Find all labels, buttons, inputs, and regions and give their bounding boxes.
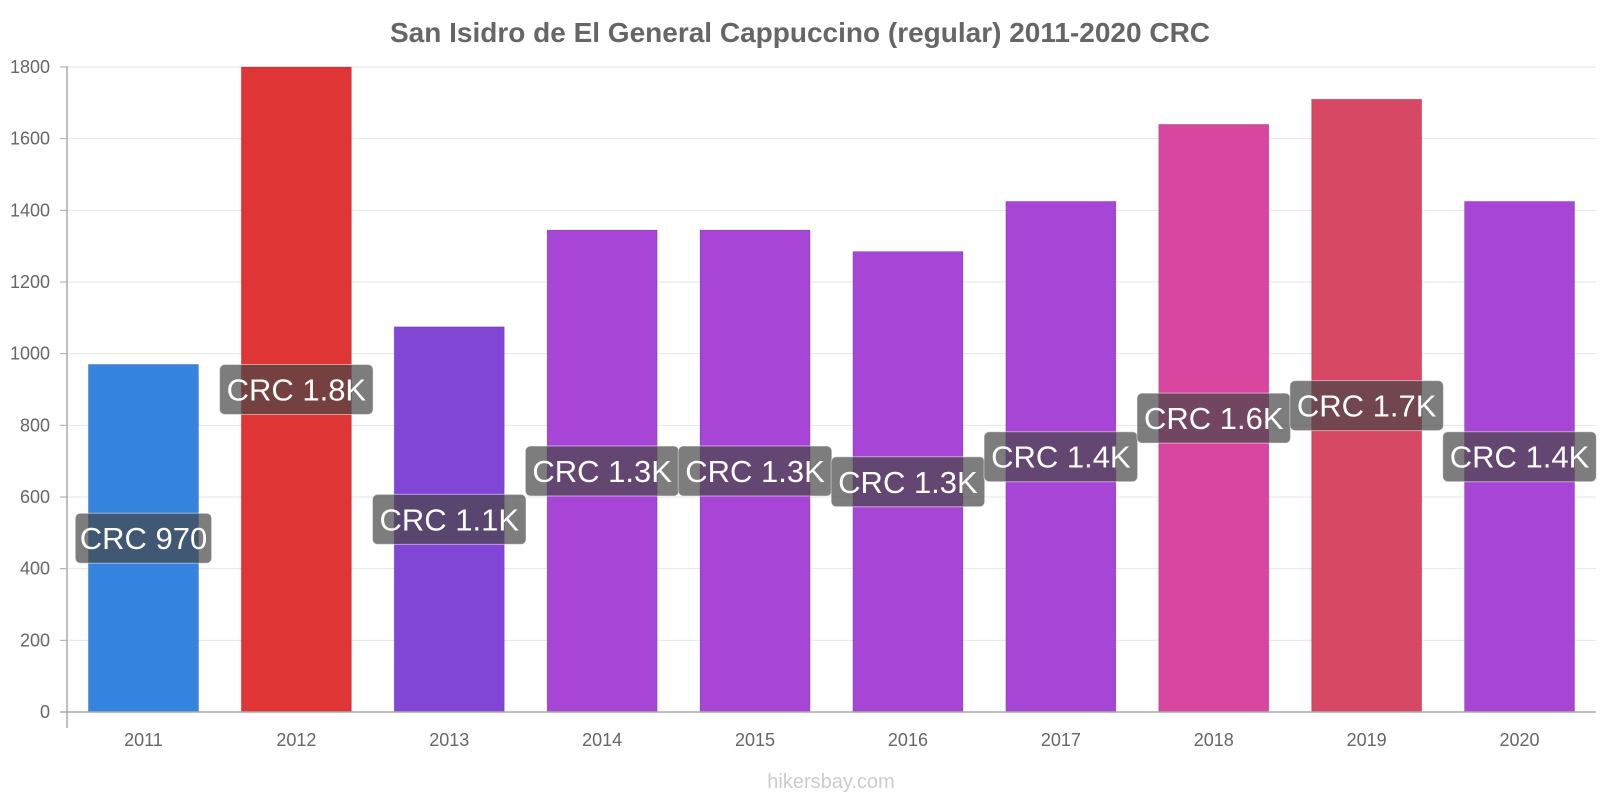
data-label-2020: CRC 1.4K [1442, 431, 1597, 483]
data-label-2014: CRC 1.3K [524, 445, 680, 497]
x-tick-label: 2015 [735, 730, 775, 750]
data-label-box [1289, 380, 1444, 432]
data-label-text: CRC 1.1K [379, 502, 519, 537]
y-tick-label: 200 [20, 630, 50, 650]
data-label-2016: CRC 1.3K [830, 456, 986, 508]
data-label-text: CRC 1.3K [685, 454, 825, 489]
data-label-2019: CRC 1.7K [1289, 380, 1444, 432]
chart-title: San Isidro de El General Cappuccino (reg… [390, 17, 1210, 48]
x-tick-label: 2011 [124, 730, 163, 750]
data-label-box [1442, 431, 1597, 483]
data-label-text: CRC 1.7K [1297, 389, 1437, 424]
data-label-box [74, 512, 213, 564]
data-label-2011: CRC 970 [74, 512, 213, 564]
data-label-box [983, 431, 1139, 483]
x-axis-ticks: 2011 2012 2013 2014 2015 2016 2017 2018 2019 2020 [124, 730, 1539, 750]
y-tick-label: 600 [20, 487, 50, 507]
data-label-box [371, 493, 527, 545]
x-tick-label: 2017 [1041, 730, 1081, 750]
data-label-text: CRC 1.4K [1450, 440, 1590, 475]
y-tick-label: 1200 [10, 272, 50, 292]
x-tick-label: 2020 [1500, 730, 1540, 750]
y-tick-label: 800 [20, 415, 50, 435]
data-label-box [830, 456, 986, 508]
x-tick-label: 2019 [1347, 730, 1387, 750]
data-label-2013: CRC 1.1K [371, 493, 527, 545]
y-tick-label: 1600 [10, 129, 50, 149]
data-label-text: CRC 1.3K [838, 465, 978, 500]
x-tick-label: 2016 [888, 730, 928, 750]
data-label-2018: CRC 1.6K [1136, 392, 1292, 444]
data-label-text: CRC 1.4K [991, 440, 1131, 475]
data-label-text: CRC 1.8K [227, 373, 367, 408]
y-tick-label: 400 [20, 559, 50, 579]
x-tick-label: 2013 [429, 730, 469, 750]
data-label-text: CRC 970 [80, 521, 208, 556]
data-labels: CRC 970 CRC 1.8K CRC 1.1K CRC 1.3K CRC 1.3K C… [74, 364, 1597, 564]
y-axis-ticks: 0 200 400 600 800 1000 1200 1400 1600 1800 [10, 57, 67, 722]
x-tick-label: 2012 [276, 730, 316, 750]
watermark: hikersbay.com [767, 771, 894, 793]
data-label-2017: CRC 1.4K [983, 431, 1139, 483]
data-label-box [219, 364, 374, 415]
y-tick-label: 0 [40, 702, 50, 722]
x-tick-label: 2018 [1194, 730, 1234, 750]
data-label-text: CRC 1.3K [532, 454, 672, 489]
data-label-2012: CRC 1.8K [219, 364, 374, 415]
y-tick-label: 1400 [10, 200, 50, 220]
y-tick-label: 1800 [10, 57, 50, 77]
y-tick-label: 1000 [10, 344, 50, 364]
data-label-2015: CRC 1.3K [677, 445, 833, 497]
data-label-text: CRC 1.6K [1144, 401, 1284, 436]
x-tick-label: 2014 [582, 730, 622, 750]
